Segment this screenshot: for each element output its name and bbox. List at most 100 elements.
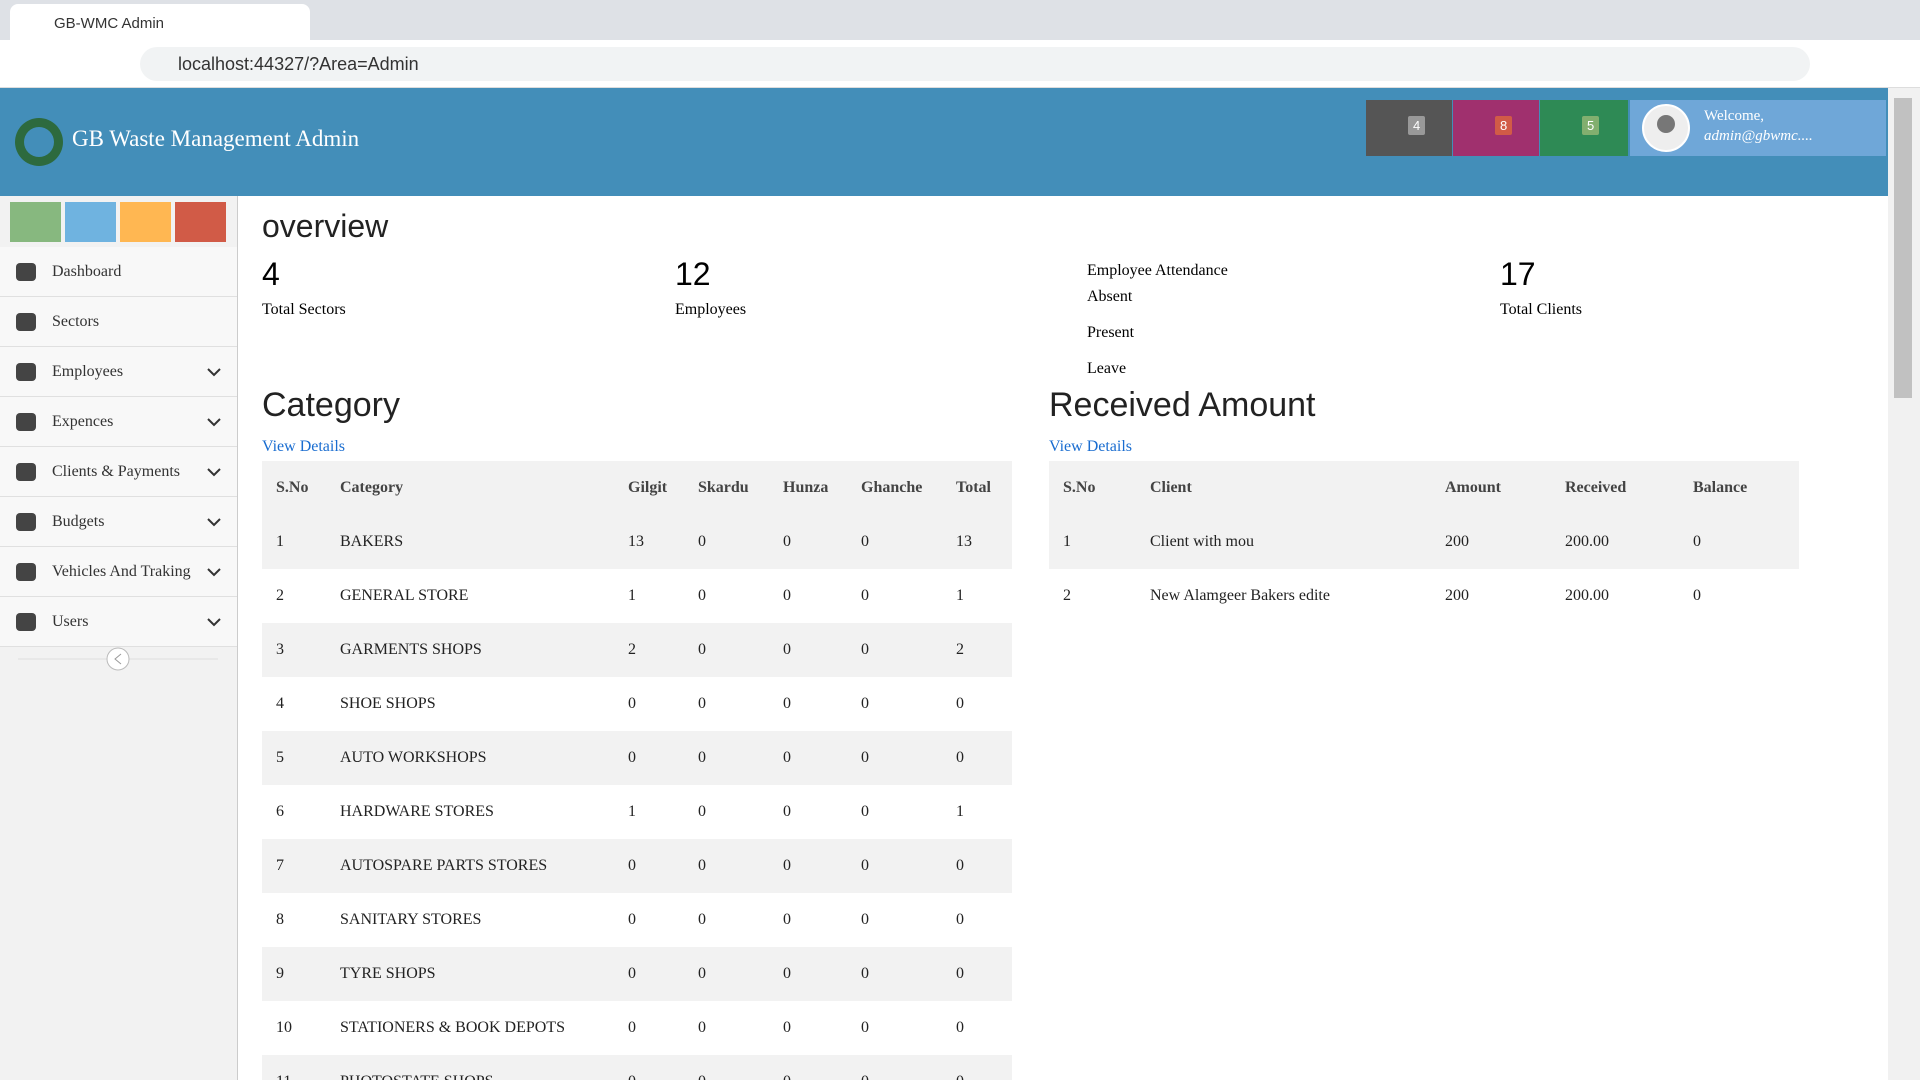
menu-item[interactable]: Clients & Payments xyxy=(0,447,237,497)
table-row: 1Client with mou200200.000 xyxy=(1049,515,1799,569)
table-cell: 0 xyxy=(847,1001,942,1055)
table-cell: 0 xyxy=(847,623,942,677)
table-cell: 200 xyxy=(1431,569,1551,623)
table-cell: 0 xyxy=(684,1001,769,1055)
column-header: Received xyxy=(1551,461,1679,515)
table-cell: 200.00 xyxy=(1551,515,1679,569)
menu-item[interactable]: Budgets xyxy=(0,497,237,547)
menu-item[interactable]: Sectors xyxy=(0,297,237,347)
table-cell: 0 xyxy=(769,623,847,677)
table-cell: 0 xyxy=(614,947,684,1001)
messages-button[interactable]: 5 xyxy=(1540,100,1628,156)
table-cell: 4 xyxy=(262,677,326,731)
table-cell: GENERAL STORE xyxy=(326,569,614,623)
attendance: Employee Attendance Absent Present Leave xyxy=(1087,258,1228,382)
stat-label: Employees xyxy=(675,301,746,319)
stat-value: 12 xyxy=(675,256,746,293)
menu-icon xyxy=(16,563,36,581)
stat: 4Total Sectors xyxy=(262,256,346,319)
notifications-badge: 8 xyxy=(1495,116,1512,135)
table-row: 6HARDWARE STORES10001 xyxy=(262,785,1012,839)
scrollbar[interactable] xyxy=(1888,88,1920,1080)
table-cell: 0 xyxy=(847,947,942,1001)
table-cell: GARMENTS SHOPS xyxy=(326,623,614,677)
menu-label: Expences xyxy=(52,413,113,430)
menu-icon xyxy=(16,613,36,631)
chevron xyxy=(207,517,221,527)
table-cell: 3 xyxy=(262,623,326,677)
table-row: 10STATIONERS & BOOK DEPOTS00000 xyxy=(262,1001,1012,1055)
received-title: Received Amount xyxy=(1049,386,1316,425)
menu-label: Clients & Payments xyxy=(52,463,180,480)
table-cell: 1 xyxy=(614,785,684,839)
column-header: Ghanche xyxy=(847,461,942,515)
shortcut-button[interactable] xyxy=(10,202,61,242)
menu-item[interactable]: Employees xyxy=(0,347,237,397)
user-email: admin@gbwmc.... xyxy=(1704,128,1813,145)
attendance-item: Present xyxy=(1087,320,1228,346)
table-cell: 10 xyxy=(262,1001,326,1055)
menu-icon xyxy=(16,363,36,381)
menu-item[interactable]: Vehicles And Traking xyxy=(0,547,237,597)
table-cell: 0 xyxy=(614,677,684,731)
table-cell: 0 xyxy=(1679,515,1799,569)
user-menu[interactable]: Welcome, admin@gbwmc.... xyxy=(1630,100,1886,156)
table-cell: 0 xyxy=(847,839,942,893)
table-cell: 5 xyxy=(262,731,326,785)
table-cell: 0 xyxy=(769,947,847,1001)
table-cell: 2 xyxy=(1049,569,1136,623)
shortcut-button[interactable] xyxy=(65,202,116,242)
url-field[interactable]: localhost:44327/?Area=Admin xyxy=(140,47,1810,81)
browser-tab[interactable]: GB-WMC Admin xyxy=(10,4,310,40)
table-cell: 0 xyxy=(614,1001,684,1055)
shortcut-button[interactable] xyxy=(175,202,226,242)
tasks-button[interactable]: 4 xyxy=(1366,100,1452,156)
column-header: Amount xyxy=(1431,461,1551,515)
notifications-button[interactable]: 8 xyxy=(1453,100,1539,156)
table-cell: SHOE SHOPS xyxy=(326,677,614,731)
table-cell: 6 xyxy=(262,785,326,839)
table-cell: STATIONERS & BOOK DEPOTS xyxy=(326,1001,614,1055)
table-cell: 1 xyxy=(942,785,1012,839)
menu-item[interactable]: Users xyxy=(0,597,237,647)
attendance-item: Absent xyxy=(1087,284,1228,310)
table-cell: 1 xyxy=(614,569,684,623)
table-cell: 11 xyxy=(262,1055,326,1080)
column-header: Balance xyxy=(1679,461,1799,515)
stat: 12 Employees xyxy=(675,256,746,319)
menu-label: Vehicles And Traking xyxy=(52,563,191,580)
table-cell: 0 xyxy=(847,731,942,785)
column-header: Total xyxy=(942,461,1012,515)
menu-item[interactable]: Expences xyxy=(0,397,237,447)
stat-label: Total Clients xyxy=(1500,301,1582,319)
table-cell: 0 xyxy=(847,677,942,731)
table-cell: 8 xyxy=(262,893,326,947)
table-cell: 0 xyxy=(769,569,847,623)
table-cell: TYRE SHOPS xyxy=(326,947,614,1001)
collapse-toggle[interactable] xyxy=(18,644,218,674)
menu-item[interactable]: Dashboard xyxy=(0,247,237,297)
table-cell: 0 xyxy=(684,677,769,731)
table-cell: 0 xyxy=(942,1001,1012,1055)
table-cell: 2 xyxy=(262,569,326,623)
stat-label: Total Sectors xyxy=(262,301,346,319)
table-row: 2GENERAL STORE10001 xyxy=(262,569,1012,623)
shortcut-button[interactable] xyxy=(120,202,171,242)
table-cell: 7 xyxy=(262,839,326,893)
table-cell: 1 xyxy=(942,569,1012,623)
table-cell: PHOTOSTATE SHOPS xyxy=(326,1055,614,1080)
table-cell: 0 xyxy=(942,839,1012,893)
chevron xyxy=(207,367,221,377)
table-cell: 0 xyxy=(942,893,1012,947)
view-details-link[interactable]: View Details xyxy=(262,438,345,456)
chevron xyxy=(207,467,221,477)
column-header: S.No xyxy=(1049,461,1136,515)
table-head: S.NoClientAmountReceivedBalance xyxy=(1049,461,1799,515)
view-details-link[interactable]: View Details xyxy=(1049,438,1132,456)
tab-bar: GB-WMC Admin xyxy=(0,0,1920,40)
table-cell: 0 xyxy=(684,893,769,947)
table-row: 1BAKERS1300013 xyxy=(262,515,1012,569)
table-cell: 0 xyxy=(684,515,769,569)
table-body: 1Client with mou200200.0002New Alamgeer … xyxy=(1049,515,1799,623)
